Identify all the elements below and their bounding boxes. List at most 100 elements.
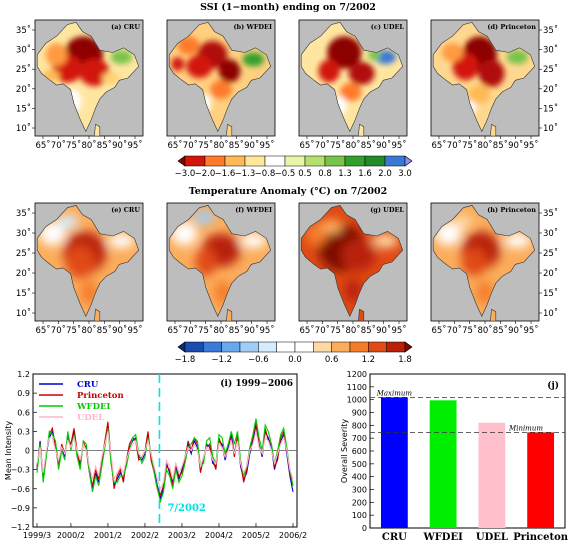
line-chart-ylabel: Mean Intensity [4,421,13,480]
pattern-blob [506,50,529,65]
pattern-blob [441,43,464,62]
lon-tick-label: 95˚ [391,325,406,336]
coastline [36,205,140,318]
pattern-blob [177,36,200,55]
colorbar-arrow-left [177,341,186,353]
lon-tick-label: 90˚ [508,325,523,336]
lon-tick-label: 75˚ [330,140,345,151]
pattern-blob [372,233,399,248]
temp-panel-0: (e) CRU 65˚ 70˚ 75˚ 80˚ 85˚ 90˚ 95˚ 35˚ 30˚ 25˚ 20˚… [16,202,144,336]
land-pattern [318,36,397,116]
lat-tick-label: 10˚ [543,123,558,134]
pattern-blob [39,221,66,246]
lat-tick-label: 15˚ [543,103,558,114]
coastline [168,205,272,318]
temp-title: Temperature Anomaly (°C) on 7/2002 [189,186,388,197]
colorbar-segment [258,341,277,353]
coastline-lanka [226,123,233,137]
land-pattern [171,210,267,305]
y-tick-label: 700 [352,434,367,443]
lat-tick-label: 10˚ [16,308,31,319]
lon-tick-label: 65˚ [431,140,446,151]
coastline [432,205,536,318]
lon-tick-label: 95˚ [127,140,142,151]
lon-tick-label: 70˚ [51,325,66,336]
lon-tick-label: 80˚ [81,140,96,151]
ssi-title: SSI (1−month) ending on 7/2002 [200,2,376,13]
lat-tick-label: 15˚ [16,103,31,114]
y-tick-label: 0 [362,524,367,533]
colorbar-label: −1.2 [211,355,232,365]
colorbar-label: −0.8 [255,169,276,179]
lat-tick-label: 25˚ [16,64,31,75]
ssi-panel-1: (b) WFDEI 65˚ 70˚ 75˚ 80˚ 85˚ 90˚ 95˚ [166,19,276,151]
colorbar-segment [344,155,366,167]
pattern-blob [171,221,198,246]
x-tick-label: 2002/2 [131,531,159,540]
colorbar-arrow-right [404,155,413,167]
y-tick-label: 800 [352,421,367,430]
x-tick-label: 2001/2 [94,531,122,540]
colorbar-segment [224,155,246,167]
colorbar-segment [324,155,346,167]
lat-tick-label: 25˚ [543,64,558,75]
land-pattern [435,214,531,305]
lon-tick-label: 70˚ [447,325,462,336]
lon-tick-label: 65˚ [299,325,314,336]
ref-line-label: Maximum [376,389,413,397]
lat-tick-label: 35˚ [16,25,31,36]
colorbar-segment [184,341,204,353]
x-tick-label: 2004/2 [205,531,233,540]
pattern-blob [478,59,505,88]
pattern-blob [320,219,343,234]
pattern-blob [454,214,473,229]
pattern-blob [79,58,110,87]
y-tick-label: 500 [352,460,367,469]
temp-panel-1: (f) WFDEI 65˚ 70˚ 75˚ 80˚ 85˚ 90˚ 95˚ [166,202,276,336]
lat-tick-label: 10˚ [16,123,31,134]
lat-tick-label: 20˚ [16,268,31,279]
panel-label: (e) CRU [111,206,140,214]
ref-line-label: Minimum [508,424,543,432]
lon-tick-label: 85˚ [493,325,508,336]
colorbar-segment [203,341,222,353]
land-pattern [171,36,265,113]
pattern-blob [504,233,531,248]
pattern-blob [110,50,133,65]
x-tick-label: 1999/3 [23,531,51,540]
y-tick-label: 900 [352,409,367,418]
pattern-blob [435,221,462,246]
pattern-blob [218,59,241,83]
y-tick-label: −1.2 [11,523,30,532]
overall-severity-bar-chart: 0 100 200 300 400 500 600 700 800 900 1000 1100 1200… [340,370,569,541]
y-tick-label: 1100 [347,383,367,392]
y-tick-label: −0.6 [11,485,30,494]
bar-cru [380,397,408,528]
lon-tick-label: 75˚ [198,325,213,336]
colorbar-segment [368,341,387,353]
colorbar-label: −1.8 [175,355,196,365]
lat-tick-label: 20˚ [543,84,558,95]
x-tick-label: 2006/2 [279,531,307,540]
colorbar-label: −1.3 [235,169,256,179]
lat-tick-label: 20˚ [16,84,31,95]
lon-tick-label: 75˚ [198,140,213,151]
coastline-lanka [94,123,101,137]
land-pattern [42,36,133,113]
ssi-panel-2: (c) UDEL 65˚ 70˚ 75˚ 80˚ 85˚ 90˚ 95˚ [298,19,408,151]
colorbar-segment [276,341,296,353]
pattern-blob [101,72,120,84]
lat-tick-label: 10˚ [543,308,558,319]
legend-label: WFDEI [76,402,110,412]
lon-tick-label: 85˚ [229,140,244,151]
pattern-blob [340,82,362,102]
colorbar-segment [184,155,206,167]
x-tick-label: 2003/2 [168,531,196,540]
colorbar-label: 1.8 [398,355,412,365]
series-line-udel [36,431,294,491]
colorbar-segment [349,341,369,353]
lon-tick-label: 85˚ [361,140,376,151]
pattern-blob [468,84,491,104]
coastline [36,21,140,133]
